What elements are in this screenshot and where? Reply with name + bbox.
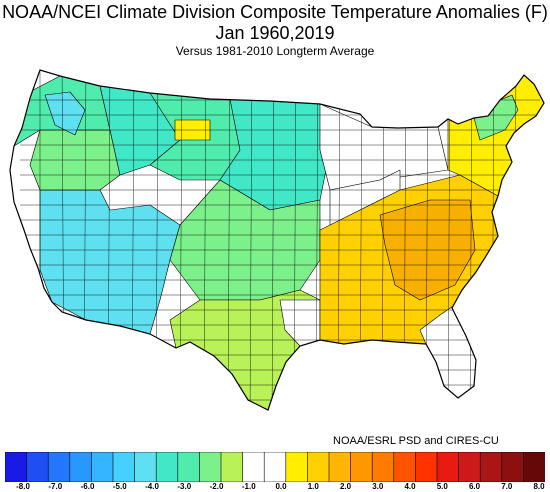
division-grid — [20, 70, 540, 410]
scale-tick-label: 6.0 — [468, 482, 481, 491]
scale-swatch — [177, 452, 201, 482]
scale-tick-label: -1.0 — [241, 482, 256, 491]
regions — [10, 70, 544, 410]
scale-swatch — [26, 452, 49, 482]
map-title: NOAA/NCEI Climate Division Composite Tem… — [2, 2, 548, 22]
scale-swatch — [199, 452, 222, 482]
scale-tick-label: 7.0 — [501, 482, 513, 491]
scale-swatch — [91, 452, 114, 482]
credit-text: NOAA/ESRL PSD and CIRES-CU — [333, 435, 499, 447]
scale-tick-label: -6.0 — [80, 482, 95, 491]
scale-swatch — [350, 452, 373, 482]
scale-tick-label: -8.0 — [16, 482, 30, 491]
scale-swatch — [523, 452, 545, 482]
scale-tick-label: -5.0 — [112, 482, 127, 491]
scale-tick-label: 0.0 — [275, 482, 287, 491]
scale-swatch — [436, 452, 460, 482]
map-period: Jan 1960,2019 — [215, 23, 335, 43]
scale-swatch — [415, 452, 438, 482]
region-washington-cascades — [44, 91, 86, 136]
scale-tick-label: 2.0 — [339, 482, 352, 491]
scale-swatch — [5, 452, 28, 482]
scale-swatch — [47, 452, 71, 482]
scale-swatch — [371, 452, 395, 482]
scale-swatch — [307, 452, 330, 482]
scale-swatch — [69, 452, 93, 482]
us-climate-division-map — [9, 69, 545, 411]
map-subtitle: Versus 1981-2010 Longterm Average — [175, 44, 375, 58]
scale-tick-label: -2.0 — [209, 482, 224, 491]
scale-swatch — [479, 452, 503, 482]
scale-swatch — [263, 452, 287, 482]
scale-swatch — [242, 452, 265, 482]
scale-tick-label: 4.0 — [404, 482, 416, 491]
scale-tick-label: 1.0 — [307, 482, 319, 491]
scale-tick-label: 3.0 — [372, 482, 384, 491]
color-scale-bar — [5, 452, 545, 482]
scale-tick-label: 8.0 — [533, 482, 545, 491]
scale-swatch — [501, 452, 524, 482]
scale-swatch — [220, 452, 244, 482]
scale-swatch — [155, 452, 179, 482]
us-outline — [9, 69, 545, 411]
scale-swatch — [458, 452, 481, 482]
scale-tick-label: -4.0 — [145, 482, 159, 491]
scale-tick-label: -7.0 — [48, 482, 63, 491]
scale-swatch — [112, 452, 136, 482]
scale-tick-label: 5.0 — [436, 482, 448, 491]
scale-tick-label: -3.0 — [177, 482, 192, 491]
scale-swatch — [285, 452, 308, 482]
scale-swatch — [328, 452, 352, 482]
scale-swatch — [393, 452, 416, 482]
scale-swatch — [134, 452, 157, 482]
